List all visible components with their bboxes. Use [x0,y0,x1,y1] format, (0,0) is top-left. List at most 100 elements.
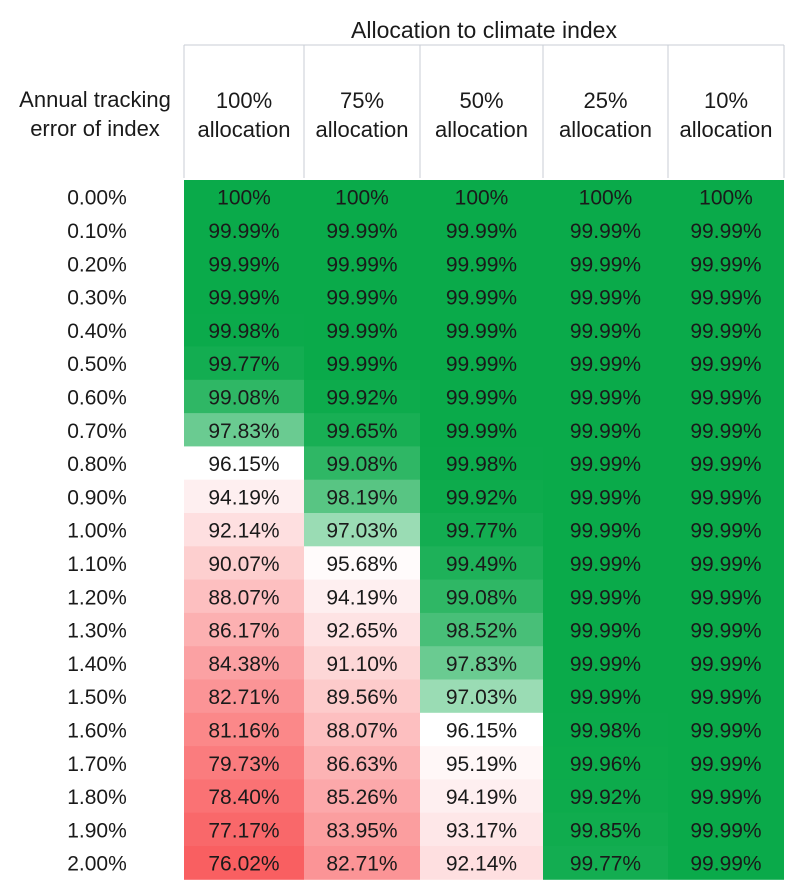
cell-value-label: 99.99% [690,420,761,443]
column-header-label: allocation [316,117,409,142]
cell-value-label: 92.14% [208,520,279,543]
cell-value-label: 99.99% [208,253,279,276]
heatmap-cell [184,579,304,614]
heatmap-cell [420,279,543,314]
cell-value-label: 99.99% [446,253,517,276]
heatmap-cell [668,546,784,581]
row-label: 1.90% [67,819,127,842]
heatmap-cell [304,479,420,514]
column-header-label: 25% [583,88,627,113]
heatmap-cell [304,180,420,214]
heatmap-cell [668,579,784,614]
cell-value-label: 92.14% [446,853,517,876]
heatmap-cell [184,612,304,647]
cell-value-label: 99.92% [326,386,397,409]
cell-value-label: 99.08% [446,586,517,609]
heatmap-cell [304,779,420,814]
cell-value-label: 99.92% [446,486,517,509]
heatmap-cell [184,379,304,414]
row-label: 0.20% [67,253,127,276]
column-group-label: Allocation to climate index [351,17,617,43]
heatmap-cell [543,546,668,581]
heatmap-cell [304,612,420,647]
cell-value-label: 99.99% [446,420,517,443]
heatmap-cell [668,479,784,514]
cell-value-label: 85.26% [326,786,397,809]
heatmap-cell [668,712,784,747]
cell-value-label: 99.99% [690,320,761,343]
cell-value-label: 96.15% [208,453,279,476]
cell-value-label: 99.99% [690,719,761,742]
cell-value-label: 99.65% [326,420,397,443]
heatmap-cell [184,246,304,281]
cell-value-label: 99.99% [690,686,761,709]
heatmap-cell [304,646,420,680]
row-label: 1.80% [67,786,127,809]
cell-value-label: 99.99% [570,520,641,543]
row-label: 1.20% [67,586,127,609]
column-headers: 100% allocation 75% allocation 50% allocation… [183,44,785,178]
heatmap-cell [420,612,543,647]
heatmap-cell [668,612,784,647]
cell-value-label: 99.99% [690,520,761,543]
heatmap-cell [184,779,304,814]
cell-value-label: 88.07% [326,719,397,742]
cell-value-label: 99.99% [570,486,641,509]
cell-value-label: 99.99% [690,853,761,876]
heatmap-cell [420,579,543,614]
heatmap-cell [543,413,668,447]
heatmap-cell [668,413,784,447]
cell-value-label: 99.08% [208,386,279,409]
cell-value-label: 97.83% [208,420,279,443]
row-label: 1.50% [67,686,127,709]
cell-value-label: 99.99% [570,253,641,276]
heatmap-cell [304,746,420,780]
cell-value-label: 99.99% [690,353,761,376]
heatmap-cell [420,712,543,747]
heatmap-cell [184,446,304,481]
row-label: 0.00% [67,187,127,210]
heatmap-cell [668,180,784,214]
row-label: 1.40% [67,653,127,676]
row-label: 0.60% [67,386,127,409]
heatmap-cell [420,379,543,414]
heatmap-cell [304,446,420,481]
cell-value-label: 97.03% [446,686,517,709]
cell-value-label: 99.77% [208,353,279,376]
row-label: 1.60% [67,719,127,742]
heatmap-cell [184,546,304,581]
row-label: 0.90% [67,486,127,509]
cell-value-label: 100% [335,187,389,210]
cell-value-label: 90.07% [208,553,279,576]
cell-value-label: 81.16% [208,719,279,742]
heatmap-cell [184,746,304,780]
cell-value-label: 99.99% [690,386,761,409]
heatmap-cell [304,379,420,414]
cell-value-label: 99.99% [570,353,641,376]
cell-value-label: 99.99% [208,287,279,310]
row-label: 1.70% [67,753,127,776]
heatmap-cell [184,479,304,514]
column-header-label: 75% [340,88,384,113]
heatmap-cell [304,679,420,714]
heatmap-cell [184,679,304,714]
heatmap-cell [184,279,304,314]
heatmap-cell [543,446,668,481]
heatmap-cell [304,546,420,581]
heatmap-cell [420,479,543,514]
cell-value-label: 99.99% [690,253,761,276]
heatmap-cell [304,346,420,381]
cell-value-label: 100% [699,187,753,210]
heatmap-cell [543,846,668,880]
heatmap-cell [420,246,543,281]
cell-value-label: 79.73% [208,753,279,776]
heatmap-cell [184,846,304,880]
heatmap-cell [420,812,543,847]
heatmap-cell [304,313,420,347]
heatmap-cell [543,579,668,614]
heatmap-cell [668,446,784,481]
cell-value-label: 100% [455,187,509,210]
heatmap-cell [304,279,420,314]
cell-value-label: 99.99% [690,287,761,310]
